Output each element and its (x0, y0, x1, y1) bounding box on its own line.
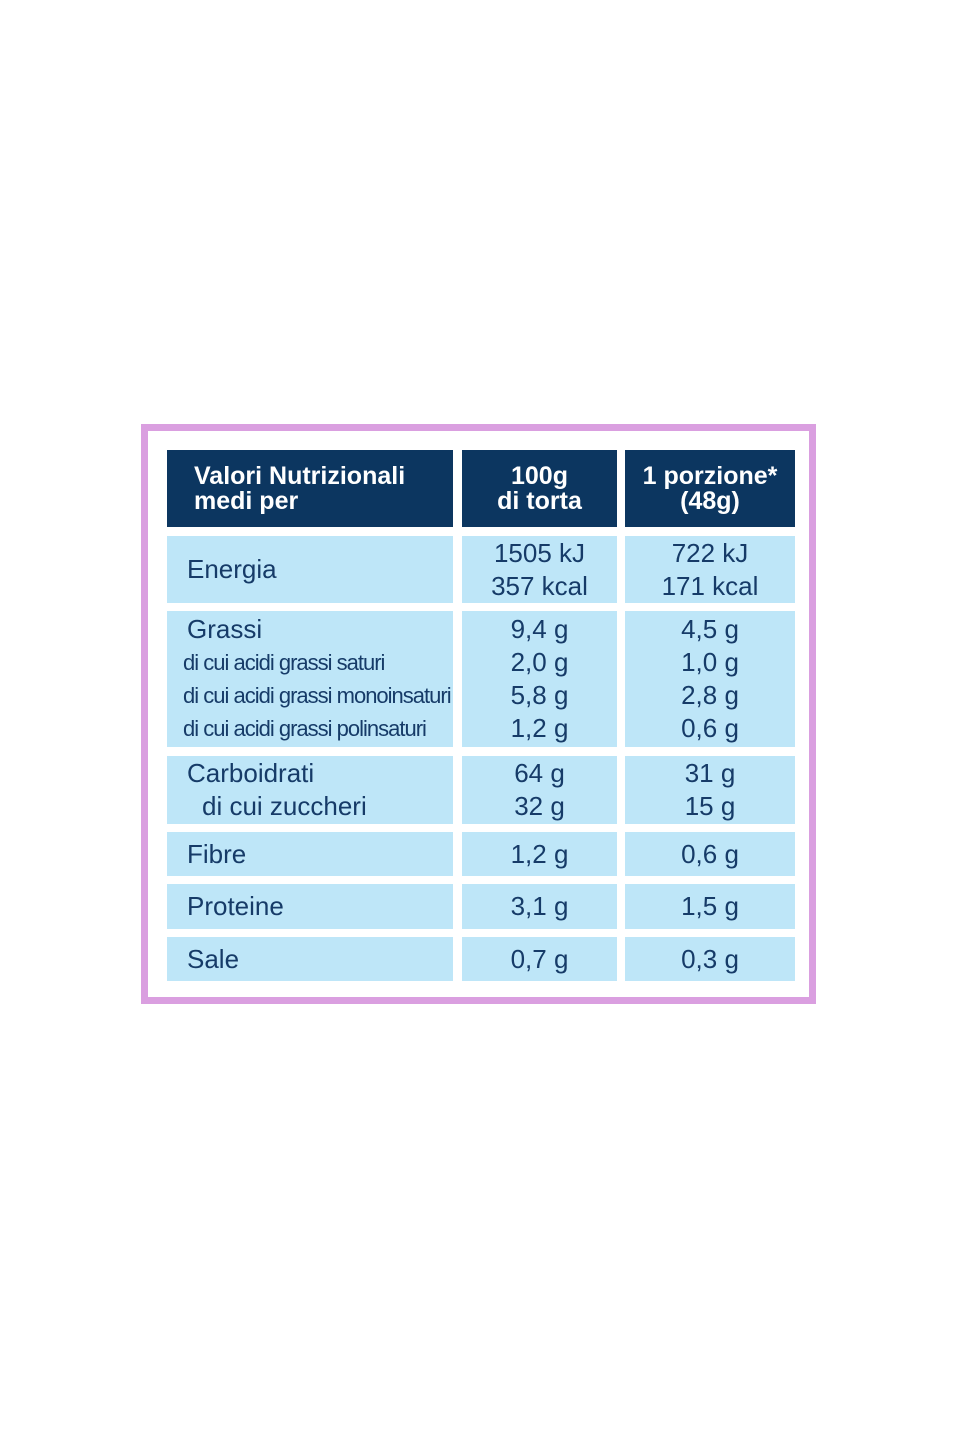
row-value: 722 kJ 171 kcal (625, 536, 795, 603)
row-value: 3,1 g (462, 884, 617, 929)
cell-text: di torta (497, 486, 582, 515)
cell-text: 1,2 g (510, 713, 569, 743)
cell-text: Energia (187, 554, 277, 584)
cell-text: 100g (511, 461, 568, 490)
cell-text: di cui acidi grassi polinsaturi (183, 716, 427, 741)
row-label: Proteine (167, 884, 453, 929)
row-label: Sale (167, 937, 453, 981)
cell-text: di cui acidi grassi saturi (183, 650, 385, 675)
row-label: Fibre (167, 832, 453, 876)
cell-text: 4,5 g (681, 614, 739, 644)
row-label: Grassi di cui acidi grassi saturi di cui a… (167, 611, 453, 747)
cell-text: 1 porzione* (642, 461, 778, 490)
header-cell: 1 porzione* (48g) (625, 450, 795, 527)
cell-text: 0,7 g (510, 943, 569, 974)
nutrition-table: Valori Nutrizionali medi per 100g di torta 1… (141, 424, 816, 1004)
cell-text: 31 g (684, 758, 736, 788)
cell-text: Proteine (187, 891, 284, 921)
cell-text: 1505 kJ (493, 537, 586, 568)
cell-text: Sale (187, 943, 240, 974)
cell-text: 0,6 g (681, 713, 739, 743)
row-value: 4,5 g 1,0 g 2,8 g 0,6 g (625, 611, 795, 747)
cell-text: 2,8 g (681, 680, 739, 710)
cell-text: Fibre (187, 838, 247, 869)
cell-text: 9,4 g (510, 614, 569, 644)
cell-text: di cui zuccheri (202, 791, 367, 821)
cell-text: 32 g (514, 791, 565, 821)
row-value: 31 g 15 g (625, 756, 795, 824)
cell-text: 1,5 g (681, 891, 739, 921)
cell-text: 0,3 g (681, 943, 739, 974)
cell-text: 357 kcal (491, 570, 588, 601)
cell-text: 171 kcal (661, 570, 759, 601)
row-value: 1,2 g (462, 832, 617, 876)
cell-text: medi per (194, 486, 299, 515)
cell-text: 64 g (514, 758, 565, 788)
cell-text: 2,0 g (510, 647, 569, 677)
cell-text: 5,8 g (510, 680, 569, 710)
cell-text: 3,1 g (510, 891, 569, 921)
cell-text: Grassi (187, 614, 263, 644)
cell-text: 0,6 g (681, 838, 739, 869)
row-value: 0,3 g (625, 937, 795, 981)
cell-text: 722 kJ (671, 537, 749, 568)
cell-text: Valori Nutrizionali (194, 461, 406, 490)
row-value: 64 g 32 g (462, 756, 617, 824)
cell-text: 1,2 g (510, 838, 569, 869)
header-cell: 100g di torta (462, 450, 617, 527)
cell-text: di cui acidi grassi monoinsaturi (183, 683, 452, 708)
row-value: 1505 kJ 357 kcal (462, 536, 617, 603)
cell-text: 15 g (684, 791, 736, 821)
header-cell: Valori Nutrizionali medi per (167, 450, 453, 527)
row-label: Carboidrati di cui zuccheri (167, 756, 453, 824)
row-value: 0,7 g (462, 937, 617, 981)
cell-text: Carboidrati (187, 758, 315, 788)
row-label: Energia (167, 536, 453, 603)
row-value: 0,6 g (625, 832, 795, 876)
row-value: 1,5 g (625, 884, 795, 929)
cell-text: 1,0 g (681, 647, 739, 677)
cell-text: (48g) (680, 486, 740, 515)
row-value: 9,4 g 2,0 g 5,8 g 1,2 g (462, 611, 617, 747)
